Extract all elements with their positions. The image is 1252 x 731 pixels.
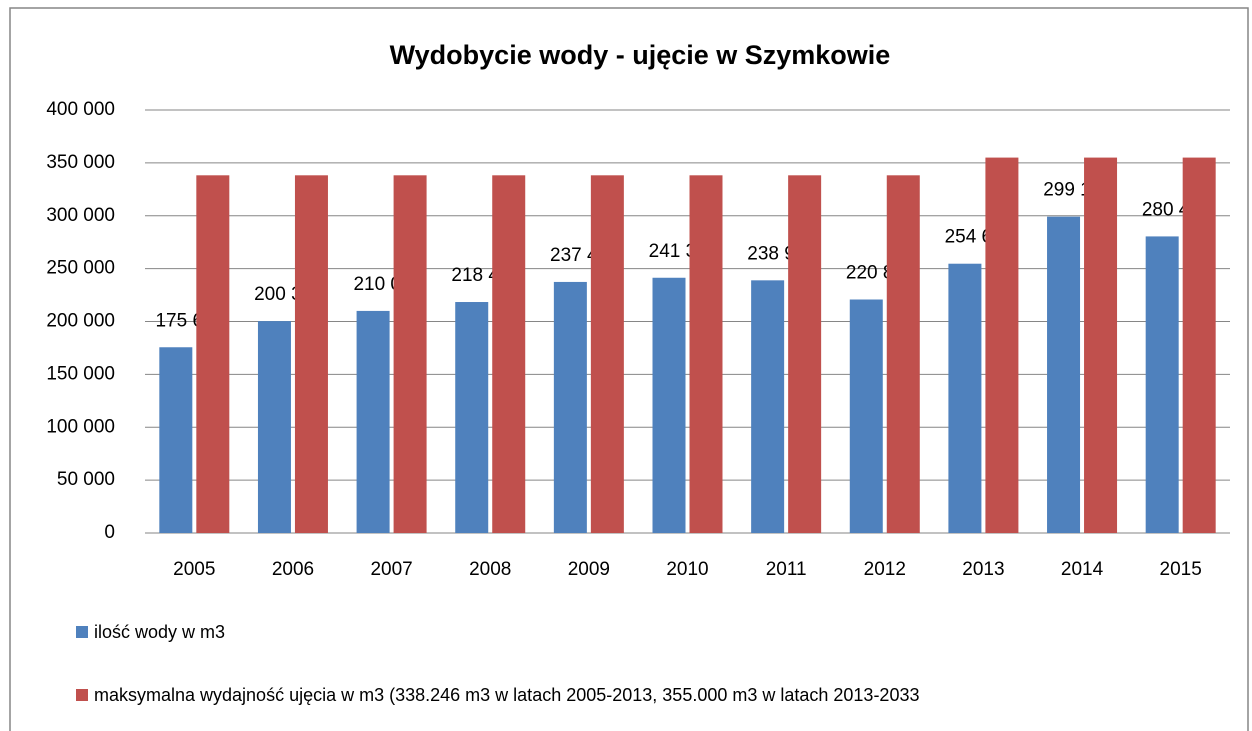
y-tick-label: 100 000 [46, 416, 115, 437]
bar [553, 281, 587, 533]
y-tick-label: 150 000 [46, 363, 115, 384]
bar [948, 263, 982, 533]
bar [652, 277, 686, 533]
y-tick-label: 400 000 [46, 99, 115, 120]
bar [849, 299, 883, 533]
y-tick-label: 50 000 [57, 469, 115, 490]
bar [257, 321, 291, 533]
y-tick-label: 300 000 [46, 205, 115, 226]
chart-title: Wydobycie wody - ujęcie w Szymkowie [390, 40, 891, 70]
x-tick-label: 2007 [370, 559, 412, 580]
bar [689, 175, 723, 533]
x-tick-label: 2009 [568, 559, 610, 580]
bar [985, 157, 1019, 533]
bar [788, 175, 822, 533]
legend-label: maksymalna wydajność ujęcia w m3 (338.24… [94, 685, 919, 705]
bar [1047, 216, 1081, 533]
bar [196, 175, 230, 533]
bar [159, 347, 193, 533]
y-tick-label: 0 [104, 522, 115, 543]
x-tick-label: 2010 [666, 559, 708, 580]
legend-swatch [76, 626, 88, 638]
bar [1182, 157, 1216, 533]
y-tick-label: 250 000 [46, 258, 115, 279]
bar [356, 310, 390, 533]
bar [294, 175, 328, 533]
x-tick-label: 2012 [864, 559, 906, 580]
y-tick-label: 350 000 [46, 152, 115, 173]
legend-label: ilość wody w m3 [94, 622, 225, 642]
bar [492, 175, 526, 533]
x-tick-label: 2006 [272, 559, 314, 580]
bar [1084, 157, 1118, 533]
bar [751, 280, 785, 533]
x-tick-label: 2008 [469, 559, 511, 580]
bar [886, 175, 920, 533]
bar [393, 175, 427, 533]
bar [455, 302, 489, 533]
x-tick-label: 2014 [1061, 559, 1104, 580]
x-tick-label: 2011 [766, 559, 807, 580]
bar [1145, 236, 1179, 533]
x-tick-label: 2013 [962, 559, 1004, 580]
bar [590, 175, 624, 533]
x-tick-label: 2005 [173, 559, 215, 580]
x-tick-label: 2015 [1160, 559, 1202, 580]
legend-swatch [76, 689, 88, 701]
y-tick-label: 200 000 [46, 311, 115, 332]
